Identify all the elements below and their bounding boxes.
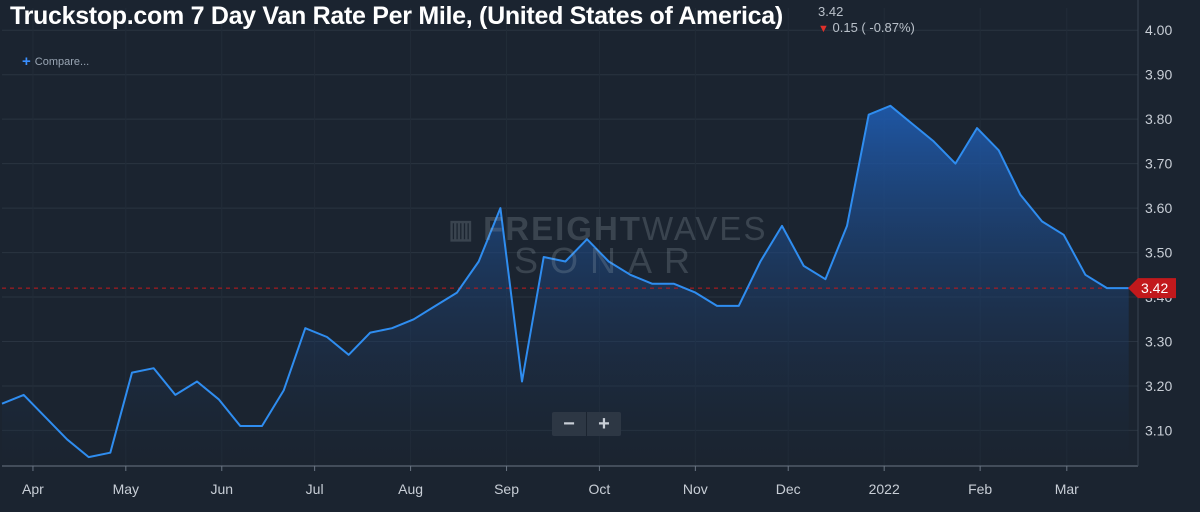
x-tick-label: Apr [22, 481, 44, 497]
compare-button[interactable]: + Compare... [22, 53, 89, 70]
data-point [586, 238, 589, 241]
data-point [434, 304, 437, 307]
data-point [1, 402, 4, 405]
y-tick-label: 3.10 [1145, 422, 1172, 438]
x-tick-label: Jun [210, 481, 233, 497]
x-tick-label: Nov [683, 481, 708, 497]
data-point [672, 282, 675, 285]
data-point [954, 162, 957, 165]
data-point [867, 113, 870, 116]
current-value-marker: 3.42 [1128, 278, 1176, 299]
data-point [239, 425, 242, 428]
current-value-label: 3.42 [1141, 280, 1168, 296]
data-point [326, 336, 329, 339]
data-point [282, 389, 285, 392]
last-value: 3.42 [818, 4, 844, 19]
data-point [781, 224, 784, 227]
x-tick-labels: Apr May Jun Jul Aug Sep Oct Nov Dec 2022 Feb Mar [22, 481, 1079, 497]
data-point [564, 260, 567, 263]
data-point [499, 207, 502, 210]
x-tick-label: Jul [306, 481, 324, 497]
y-tick-label: 3.30 [1145, 333, 1172, 349]
data-point [87, 456, 90, 459]
y-tick-labels: 3.103.203.303.403.503.603.703.803.904.00 [1145, 22, 1172, 438]
data-point [889, 104, 892, 107]
chart-title: Truckstop.com 7 Day Van Rate Per Mile, (… [10, 2, 783, 30]
x-tick-label: Sep [494, 481, 519, 497]
data-point [456, 291, 459, 294]
data-point [131, 371, 134, 374]
data-point [976, 127, 979, 130]
down-arrow-icon: ▼ [818, 23, 829, 35]
data-point [737, 304, 740, 307]
series-line [1, 104, 1129, 459]
data-point [1062, 233, 1065, 236]
x-tick-label: Oct [589, 481, 611, 497]
data-point [66, 438, 69, 441]
data-point [1106, 287, 1109, 290]
data-point [22, 393, 25, 396]
series-area [2, 105, 1129, 467]
data-point [802, 264, 805, 267]
data-point [347, 353, 350, 356]
current-value-tag [1128, 278, 1176, 299]
axes [2, 0, 1139, 467]
x-tick-label: 2022 [869, 481, 900, 497]
last-value-box: 3.42 ▼ 0.15 ( -0.87%) [818, 4, 915, 37]
data-point [44, 416, 47, 419]
data-point [759, 260, 762, 263]
data-point [607, 260, 610, 263]
data-point [846, 224, 849, 227]
y-tick-label: 3.60 [1145, 200, 1172, 216]
data-point [304, 327, 307, 330]
y-tick-label: 3.20 [1145, 378, 1172, 394]
data-point [196, 380, 199, 383]
data-point [412, 318, 415, 321]
change-value: 0.15 ( -0.87%) [832, 20, 915, 35]
data-point [152, 367, 155, 370]
y-tick-label: 4.00 [1145, 22, 1172, 38]
change-readout: ▼ 0.15 ( -0.87%) [818, 20, 915, 37]
data-point [997, 149, 1000, 152]
data-point [217, 398, 220, 401]
data-point [932, 140, 935, 143]
data-point [477, 260, 480, 263]
y-tick-label: 3.80 [1145, 111, 1172, 127]
data-point [911, 122, 914, 125]
data-point [174, 393, 177, 396]
zoom-in-button[interactable]: + [598, 413, 610, 435]
x-tick-label: Mar [1055, 481, 1079, 497]
data-point [369, 331, 372, 334]
x-tick-label: May [113, 481, 139, 497]
data-point [651, 282, 654, 285]
data-point [109, 451, 112, 454]
data-point [629, 273, 632, 276]
x-tick-label: Feb [968, 481, 992, 497]
x-tick-label: Dec [776, 481, 801, 497]
compare-label: Compare... [34, 56, 90, 68]
data-point [261, 425, 264, 428]
zoom-out-button[interactable]: − [552, 412, 587, 436]
data-point [1019, 193, 1022, 196]
data-point [391, 327, 394, 330]
data-point [542, 256, 545, 259]
data-point [521, 380, 524, 383]
x-tick-label: Aug [398, 481, 423, 497]
y-tick-label: 3.50 [1145, 245, 1172, 261]
y-tick-label: 3.90 [1145, 67, 1172, 83]
y-tick-label: 3.70 [1145, 156, 1172, 172]
zoom-controls: − + [552, 412, 621, 436]
data-point [716, 304, 719, 307]
data-point [824, 278, 827, 281]
plus-icon: + [22, 53, 31, 70]
data-point [1041, 220, 1044, 223]
data-point [694, 291, 697, 294]
data-point [1084, 273, 1087, 276]
